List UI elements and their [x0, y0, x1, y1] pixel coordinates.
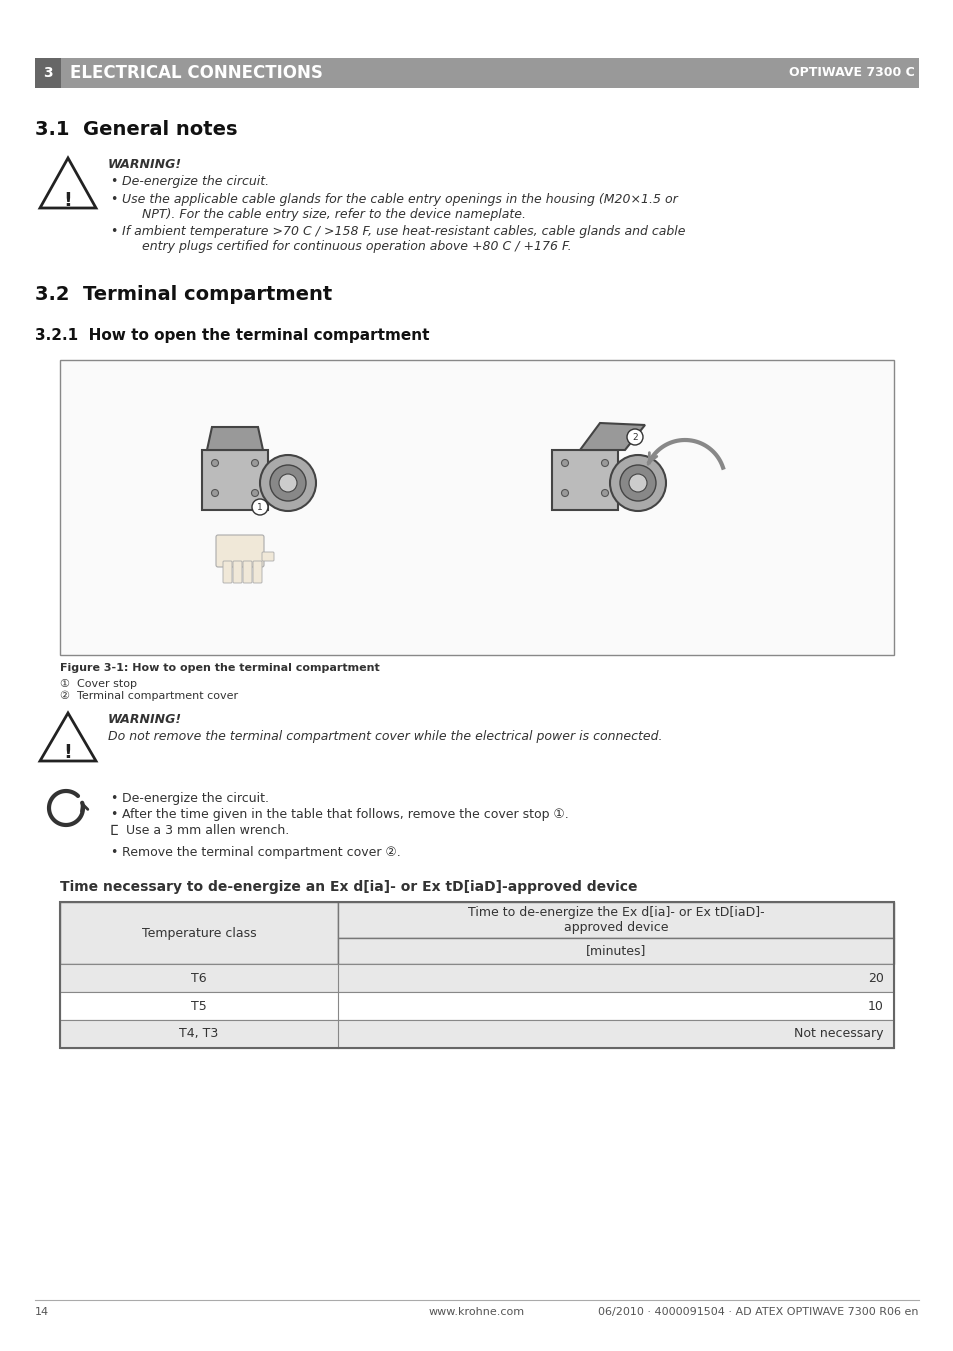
FancyBboxPatch shape: [215, 535, 264, 567]
Bar: [60, 1020, 893, 1048]
Text: 3: 3: [43, 66, 52, 80]
Bar: [60, 965, 893, 992]
FancyBboxPatch shape: [253, 561, 262, 584]
Text: Use a 3 mm allen wrench.: Use a 3 mm allen wrench.: [126, 824, 289, 838]
Text: •: •: [110, 226, 117, 238]
Circle shape: [212, 459, 218, 466]
Text: Temperature class: Temperature class: [142, 927, 256, 939]
Polygon shape: [552, 450, 618, 509]
FancyBboxPatch shape: [243, 561, 252, 584]
Bar: [337, 902, 893, 938]
Bar: [60, 992, 893, 1020]
Circle shape: [609, 455, 665, 511]
Text: 3.1  General notes: 3.1 General notes: [35, 120, 237, 139]
Polygon shape: [207, 427, 263, 450]
Text: !: !: [64, 190, 72, 209]
Text: 06/2010 · 4000091504 · AD ATEX OPTIWAVE 7300 R06 en: 06/2010 · 4000091504 · AD ATEX OPTIWAVE …: [598, 1306, 918, 1317]
Circle shape: [619, 465, 656, 501]
FancyBboxPatch shape: [262, 553, 274, 561]
Text: Use the applicable cable glands for the cable entry openings in the housing (M20: Use the applicable cable glands for the …: [122, 193, 677, 222]
Text: WARNING!: WARNING!: [108, 713, 182, 725]
Text: !: !: [64, 743, 72, 762]
Bar: [60, 902, 337, 965]
Circle shape: [252, 459, 258, 466]
Text: •: •: [110, 176, 117, 188]
Text: •: •: [110, 846, 117, 859]
Circle shape: [561, 459, 568, 466]
Text: Time necessary to de-energize an Ex d[ia]- or Ex tD[iaD]-approved device: Time necessary to de-energize an Ex d[ia…: [60, 880, 637, 894]
Text: T6: T6: [191, 971, 207, 985]
Circle shape: [601, 459, 608, 466]
FancyBboxPatch shape: [233, 561, 242, 584]
Circle shape: [628, 474, 646, 492]
Bar: [60, 359, 893, 655]
Text: 3.2.1  How to open the terminal compartment: 3.2.1 How to open the terminal compartme…: [35, 328, 429, 343]
Polygon shape: [579, 423, 644, 450]
Text: 1: 1: [257, 503, 263, 512]
Circle shape: [260, 455, 315, 511]
Text: •: •: [110, 193, 117, 205]
Text: ELECTRICAL CONNECTIONS: ELECTRICAL CONNECTIONS: [70, 63, 322, 82]
Text: Figure 3-1: How to open the terminal compartment: Figure 3-1: How to open the terminal com…: [60, 663, 379, 673]
Text: OPTIWAVE 7300 C: OPTIWAVE 7300 C: [788, 66, 914, 80]
Text: 3.2  Terminal compartment: 3.2 Terminal compartment: [35, 285, 332, 304]
FancyBboxPatch shape: [223, 561, 232, 584]
Circle shape: [561, 489, 568, 497]
Text: WARNING!: WARNING!: [108, 158, 182, 172]
Text: 2: 2: [632, 432, 638, 442]
Text: ⵎ: ⵎ: [110, 824, 118, 838]
Text: 10: 10: [867, 1000, 883, 1012]
Text: •: •: [110, 792, 117, 805]
Text: www.krohne.com: www.krohne.com: [429, 1306, 524, 1317]
Text: Remove the terminal compartment cover ②.: Remove the terminal compartment cover ②.: [122, 846, 400, 859]
Circle shape: [212, 489, 218, 497]
Text: Do not remove the terminal compartment cover while the electrical power is conne: Do not remove the terminal compartment c…: [108, 730, 661, 743]
Circle shape: [601, 489, 608, 497]
Text: T5: T5: [191, 1000, 207, 1012]
Text: Not necessary: Not necessary: [794, 1028, 883, 1040]
Circle shape: [626, 430, 642, 444]
Bar: [35, 58, 61, 88]
Polygon shape: [202, 450, 268, 509]
Text: [minutes]: [minutes]: [585, 944, 645, 958]
Bar: [337, 938, 893, 965]
Text: T4, T3: T4, T3: [179, 1028, 218, 1040]
Circle shape: [252, 499, 268, 515]
Text: After the time given in the table that follows, remove the cover stop ①.: After the time given in the table that f…: [122, 808, 568, 821]
Text: If ambient temperature >70 C / >158 F, use heat-resistant cables, cable glands a: If ambient temperature >70 C / >158 F, u…: [122, 226, 685, 253]
Bar: [60, 902, 893, 1048]
Text: ②  Terminal compartment cover: ② Terminal compartment cover: [60, 690, 238, 701]
Circle shape: [278, 474, 296, 492]
Circle shape: [270, 465, 306, 501]
Text: ①  Cover stop: ① Cover stop: [60, 680, 137, 689]
Text: 14: 14: [35, 1306, 49, 1317]
Text: De-energize the circuit.: De-energize the circuit.: [122, 176, 269, 188]
Text: 20: 20: [867, 971, 883, 985]
Circle shape: [252, 489, 258, 497]
Bar: [35, 58, 918, 88]
Text: •: •: [110, 808, 117, 821]
Text: De-energize the circuit.: De-energize the circuit.: [122, 792, 269, 805]
Text: Time to de-energize the Ex d[ia]- or Ex tD[iaD]-
approved device: Time to de-energize the Ex d[ia]- or Ex …: [467, 907, 763, 934]
